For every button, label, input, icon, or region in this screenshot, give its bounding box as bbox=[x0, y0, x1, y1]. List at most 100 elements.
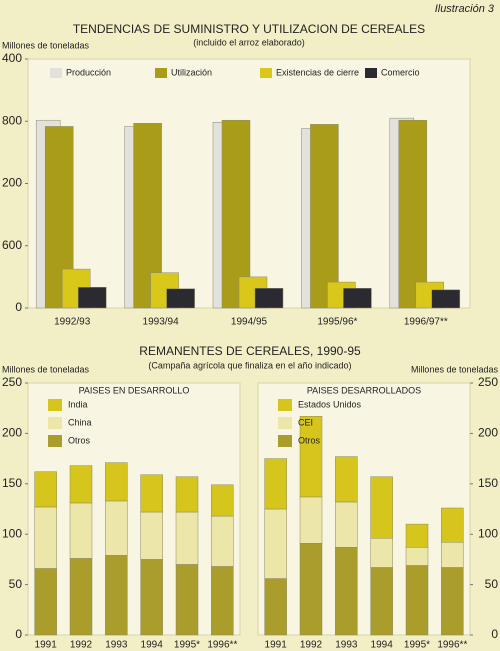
bar-segment bbox=[299, 543, 323, 636]
y-tick-label: 200 bbox=[478, 426, 498, 440]
y-tick-label: 200 bbox=[2, 426, 22, 440]
x-tick-label: 1992 bbox=[70, 640, 93, 651]
y-tick-label: 400 bbox=[2, 51, 22, 65]
bar-segment bbox=[34, 506, 57, 569]
legend-swatch bbox=[260, 68, 272, 78]
legend-swatch bbox=[48, 399, 62, 411]
bar bbox=[166, 288, 195, 309]
x-tick-label: 1996** bbox=[437, 640, 467, 651]
legend-label: Producción bbox=[66, 67, 111, 77]
plot-area bbox=[27, 382, 241, 636]
bar-segment bbox=[441, 542, 464, 568]
bar-segment bbox=[34, 471, 57, 508]
section-subtitle: (Campaña agrícola que finaliza en el año… bbox=[148, 360, 351, 370]
legend-label: Comercio bbox=[381, 67, 420, 77]
x-tick-label: 1993/94 bbox=[143, 317, 180, 328]
y-tick-label: 50 bbox=[9, 577, 23, 591]
chart-subtitle: (incluido el arroz elaborado) bbox=[193, 37, 305, 47]
y-tick-label: 800 bbox=[2, 113, 22, 127]
x-tick-label: 1991 bbox=[35, 640, 58, 651]
legend-swatch bbox=[365, 68, 377, 78]
y-axis-label: Millones de toneladas bbox=[411, 364, 499, 374]
x-tick-label: 1993 bbox=[105, 640, 128, 651]
bar-segment bbox=[105, 500, 128, 556]
bar-segment bbox=[105, 555, 128, 636]
legend-label: India bbox=[68, 399, 88, 409]
x-tick-label: 1995* bbox=[404, 640, 430, 651]
section-title: REMANENTES DE CEREALES, 1990-95 bbox=[139, 344, 361, 358]
bar bbox=[310, 124, 339, 309]
y-tick-label: 100 bbox=[2, 526, 22, 540]
bar bbox=[343, 288, 372, 309]
bar-segment bbox=[140, 474, 163, 513]
bar-segment bbox=[264, 578, 287, 636]
bar-segment bbox=[370, 476, 393, 539]
x-tick-label: 1994 bbox=[371, 640, 394, 651]
bar-segment bbox=[405, 547, 429, 566]
bar-segment bbox=[69, 502, 93, 559]
y-tick-label: 150 bbox=[2, 476, 22, 490]
legend-label: Utilización bbox=[171, 67, 212, 77]
y-tick-label: 200 bbox=[2, 176, 22, 190]
header: Ilustración 3 bbox=[435, 3, 495, 15]
bar-segment bbox=[140, 559, 163, 636]
bar-segment bbox=[69, 465, 93, 504]
bar-segment bbox=[211, 566, 234, 636]
legend-label: Estados Unidos bbox=[298, 399, 362, 409]
bar-segment bbox=[34, 568, 57, 636]
plot-area bbox=[257, 382, 471, 636]
x-tick-label: 1996** bbox=[207, 640, 237, 651]
x-tick-label: 1992/93 bbox=[54, 317, 91, 328]
bar-segment bbox=[335, 501, 358, 548]
x-tick-label: 1994 bbox=[141, 640, 164, 651]
chart-title: TENDENCIAS DE SUMINISTRO Y UTILIZACION D… bbox=[73, 22, 425, 36]
bar-segment bbox=[105, 462, 128, 502]
legend-label: China bbox=[68, 417, 92, 427]
bar-segment bbox=[264, 508, 287, 579]
y-tick-label: 250 bbox=[478, 375, 498, 389]
bar-segment bbox=[441, 507, 464, 543]
chart-title: PAISES EN DESARROLLO bbox=[79, 385, 190, 395]
y-tick-label: 0 bbox=[15, 300, 22, 314]
y-tick-label: 250 bbox=[2, 375, 22, 389]
legend-swatch bbox=[50, 68, 62, 78]
legend-label: Existencias de cierre bbox=[276, 67, 359, 77]
bar-segment bbox=[175, 476, 199, 513]
x-tick-label: 1995* bbox=[174, 640, 200, 651]
x-tick-label: 1995/96* bbox=[317, 317, 357, 328]
bar-segment bbox=[175, 564, 199, 636]
x-tick-label: 1994/95 bbox=[231, 317, 268, 328]
bar-segment bbox=[335, 547, 358, 636]
legend-swatch bbox=[278, 435, 292, 447]
x-tick-label: 1991 bbox=[265, 640, 288, 651]
y-tick-label: 50 bbox=[485, 577, 499, 591]
y-tick-label: 0 bbox=[491, 627, 498, 641]
legend-swatch bbox=[48, 435, 62, 447]
y-tick-label: 150 bbox=[478, 476, 498, 490]
x-tick-label: 1993 bbox=[335, 640, 358, 651]
bar bbox=[77, 287, 107, 309]
legend-swatch bbox=[278, 417, 292, 429]
bar-segment bbox=[370, 567, 393, 636]
bar bbox=[431, 289, 461, 309]
legend-label: CEI bbox=[298, 417, 313, 427]
bar-segment bbox=[140, 511, 163, 560]
bar-segment bbox=[405, 523, 429, 548]
bar bbox=[254, 288, 284, 309]
bar-segment bbox=[175, 511, 199, 565]
bar-segment bbox=[264, 458, 287, 510]
y-axis-label: Millones de toneladas bbox=[2, 364, 90, 374]
x-tick-label: 1992 bbox=[300, 640, 323, 651]
bar-segment bbox=[370, 537, 393, 568]
legend-swatch bbox=[155, 68, 167, 78]
y-axis-label: Millones de toneladas bbox=[2, 40, 90, 50]
y-tick-label: 0 bbox=[15, 627, 22, 641]
bar-segment bbox=[335, 456, 358, 503]
y-tick-label: 600 bbox=[2, 238, 22, 252]
bar-segment bbox=[299, 496, 323, 544]
y-tick-label: 100 bbox=[478, 526, 498, 540]
legend-swatch bbox=[278, 399, 292, 411]
bar bbox=[398, 119, 428, 309]
bar-segment bbox=[69, 558, 93, 636]
